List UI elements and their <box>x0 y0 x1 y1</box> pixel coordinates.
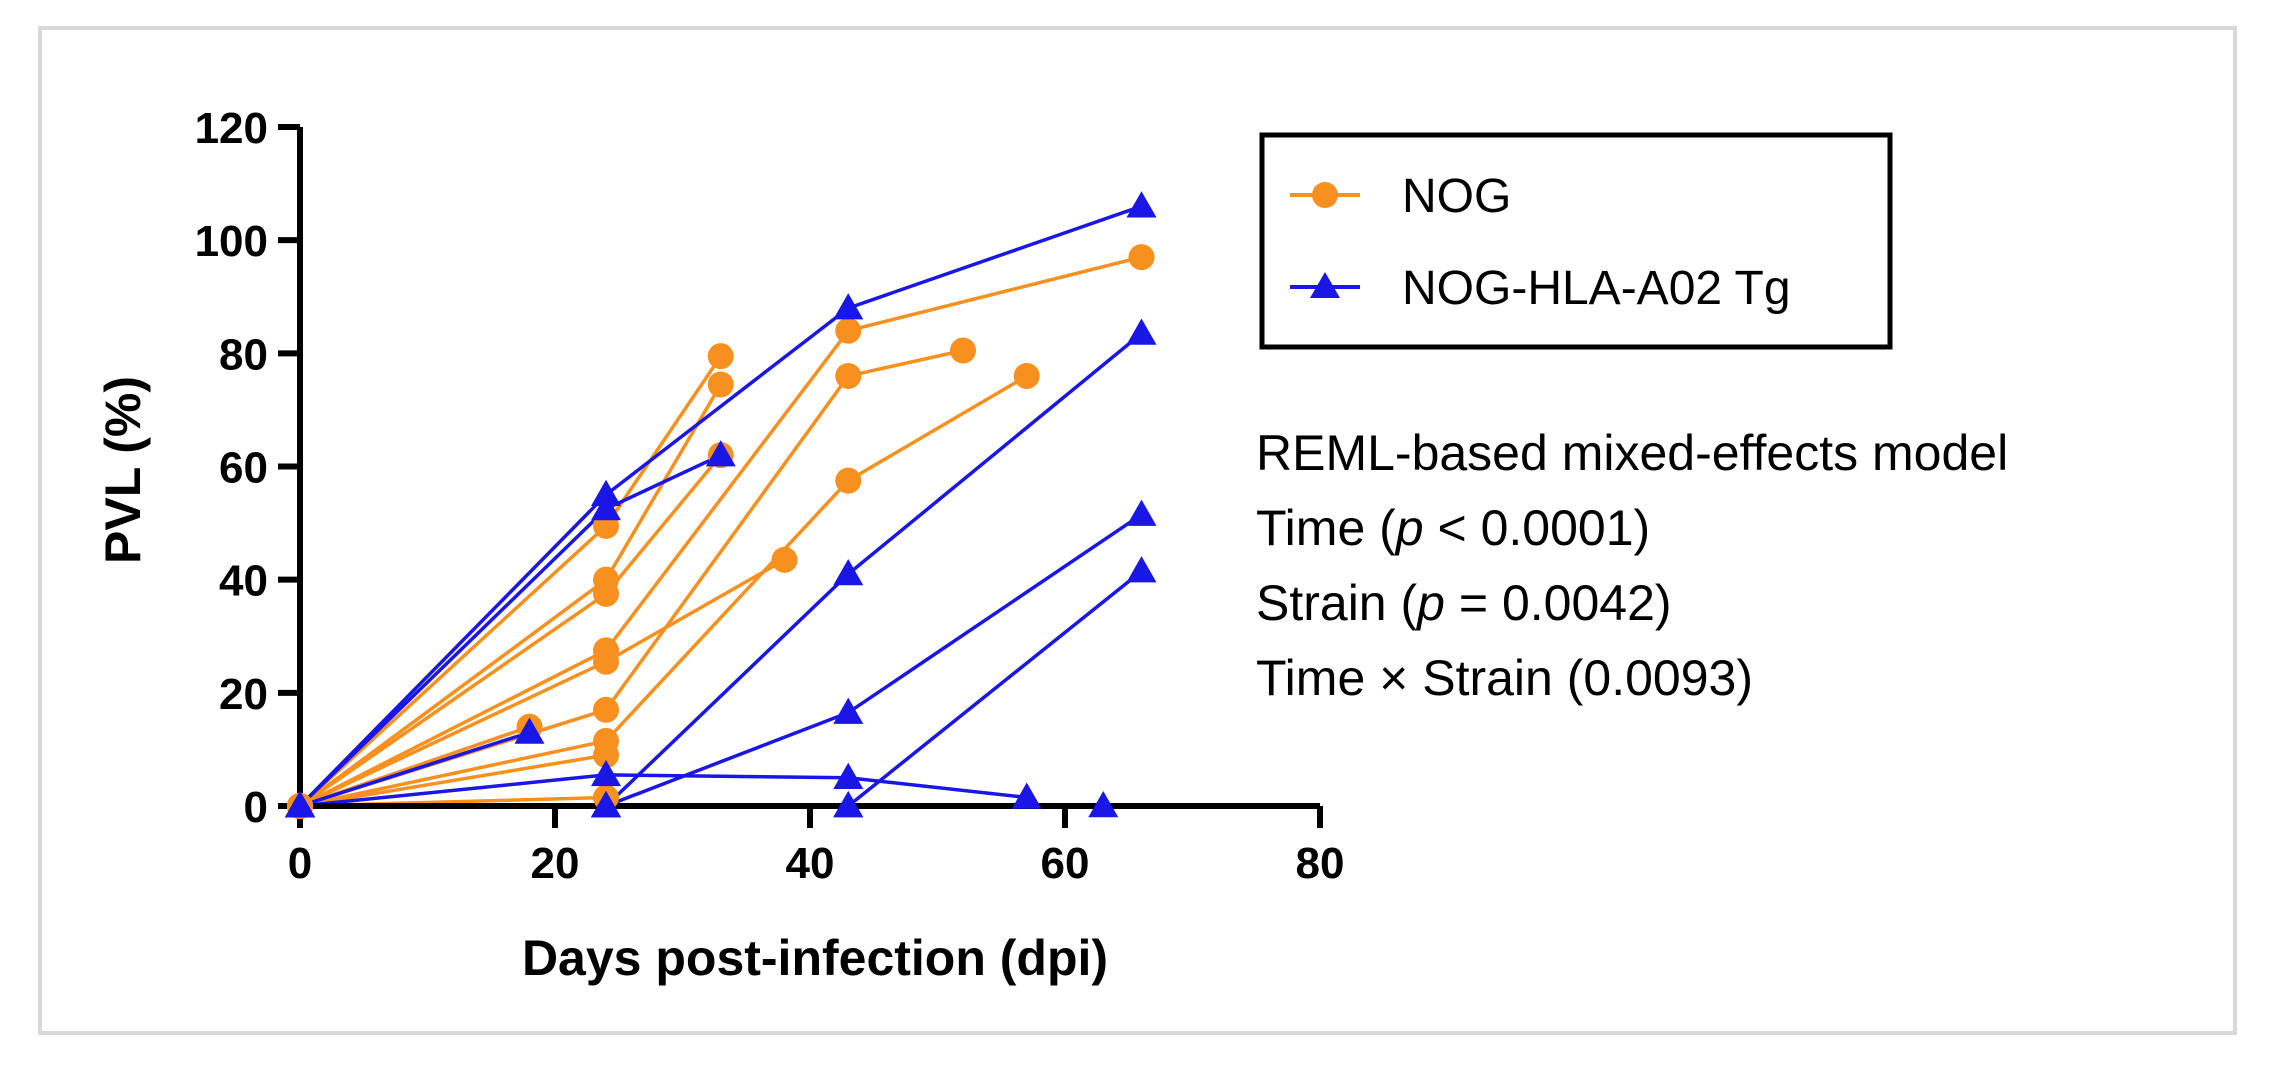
data-point-nog-hla-2-2 <box>591 479 621 507</box>
series-markers <box>285 191 1157 819</box>
data-point-nog-hla-2-4 <box>1126 191 1157 218</box>
series-lines <box>298 204 1143 808</box>
data-point-nog-2-3 <box>707 343 734 370</box>
data-point-nog-hla-8-4 <box>1088 791 1119 818</box>
x-axis-label: Days post-infection (dpi) <box>522 930 1108 986</box>
data-point-nog-8-3 <box>835 467 862 494</box>
stats-strain-p: p <box>1415 575 1445 631</box>
stats-strain: Strain (p = 0.0042) <box>1256 575 1672 631</box>
x-tick-label-60: 60 <box>1041 839 1090 888</box>
y-tick-label-40: 40 <box>219 557 268 606</box>
stats-strain-prefix: Strain ( <box>1256 575 1418 631</box>
y-tick-label-120: 120 <box>195 104 268 153</box>
data-point-nog-hla-5-4 <box>1126 318 1157 345</box>
data-point-nog-hla-5-3 <box>833 559 864 586</box>
y-tick-label-80: 80 <box>219 330 268 379</box>
series-line-nog-5 <box>299 255 1142 808</box>
data-point-nog-7-4 <box>950 337 976 364</box>
series-line-nog-hla-2 <box>298 204 1143 808</box>
stats-interaction: Time × Strain (0.0093) <box>1256 650 1753 706</box>
legend-box <box>1259 132 1893 350</box>
legend: NOG NOG-HLA-A02 Tg <box>1259 132 1893 350</box>
series-line-nog-hla-4 <box>299 773 1027 808</box>
x-tick-label-80: 80 <box>1296 839 1345 888</box>
data-point-nog-hla-4-2 <box>591 759 621 787</box>
data-point-nog-7-3 <box>835 362 862 389</box>
data-point-nog-hla-3-3 <box>705 440 736 467</box>
legend-nog-marker <box>1312 182 1338 208</box>
data-point-nog-6-2 <box>593 648 619 675</box>
series-line-nog-8 <box>299 374 1028 808</box>
stats-annotation: REML-based mixed-effects model Time (p <… <box>1256 425 2008 706</box>
data-point-nog-hla-4-4 <box>1011 782 1042 809</box>
data-point-nog-hla-3-2 <box>591 493 621 521</box>
data-point-nog-8-4 <box>1013 362 1040 389</box>
stats-time-prefix: Time ( <box>1256 500 1396 556</box>
data-point-nog-hla-1-2 <box>514 717 545 744</box>
data-point-nog-4-2 <box>593 580 619 607</box>
data-point-nog-hla-2-3 <box>833 293 864 320</box>
data-point-nog-5-4 <box>1128 244 1155 271</box>
series-line-nog-hla-1 <box>299 730 531 808</box>
x-tick-label-20: 20 <box>531 839 580 888</box>
data-point-nog-hla-8-2 <box>591 791 621 818</box>
legend-label-nog: NOG <box>1402 170 1511 223</box>
y-axis-label: PVL (%) <box>95 376 151 564</box>
stats-time-suffix: < 0.0001) <box>1424 500 1651 556</box>
data-point-nog-hla-8-3 <box>833 791 864 818</box>
y-tick-label-0: 0 <box>244 783 268 832</box>
y-tick-label-60: 60 <box>219 444 268 493</box>
legend-label-nog-hla: NOG-HLA-A02 Tg <box>1402 262 1791 315</box>
stats-time-p: p <box>1394 500 1424 556</box>
stats-time: Time (p < 0.0001) <box>1256 500 1650 556</box>
stats-title: REML-based mixed-effects model <box>1256 425 2008 481</box>
data-point-nog-7-2 <box>593 696 619 723</box>
y-tick-label-100: 100 <box>195 217 268 266</box>
x-tick-label-40: 40 <box>786 839 835 888</box>
legend-nog-hla-marker <box>1310 272 1340 298</box>
data-point-nog-9-2 <box>593 742 619 769</box>
data-point-nog-hla-6-3 <box>833 697 864 724</box>
data-point-nog-hla-4-3 <box>833 762 864 789</box>
figure-border <box>38 26 2237 1035</box>
data-point-nog-hla-6-4 <box>1126 499 1157 526</box>
data-point-nog-5-3 <box>835 317 862 344</box>
data-point-nog-hla-7-4 <box>1126 556 1157 583</box>
data-point-nog-3-3 <box>707 371 734 398</box>
axes: 0 20 40 60 80 100 120 0 20 40 60 80 <box>195 104 1345 888</box>
stats-strain-suffix: = 0.0042) <box>1445 575 1672 631</box>
x-tick-label-0: 0 <box>288 839 312 888</box>
data-point-nog-hla-8-1 <box>285 791 315 818</box>
y-tick-label-20: 20 <box>219 670 268 719</box>
data-point-nog-6-3 <box>771 546 798 573</box>
series-line-nog-9 <box>299 753 607 808</box>
